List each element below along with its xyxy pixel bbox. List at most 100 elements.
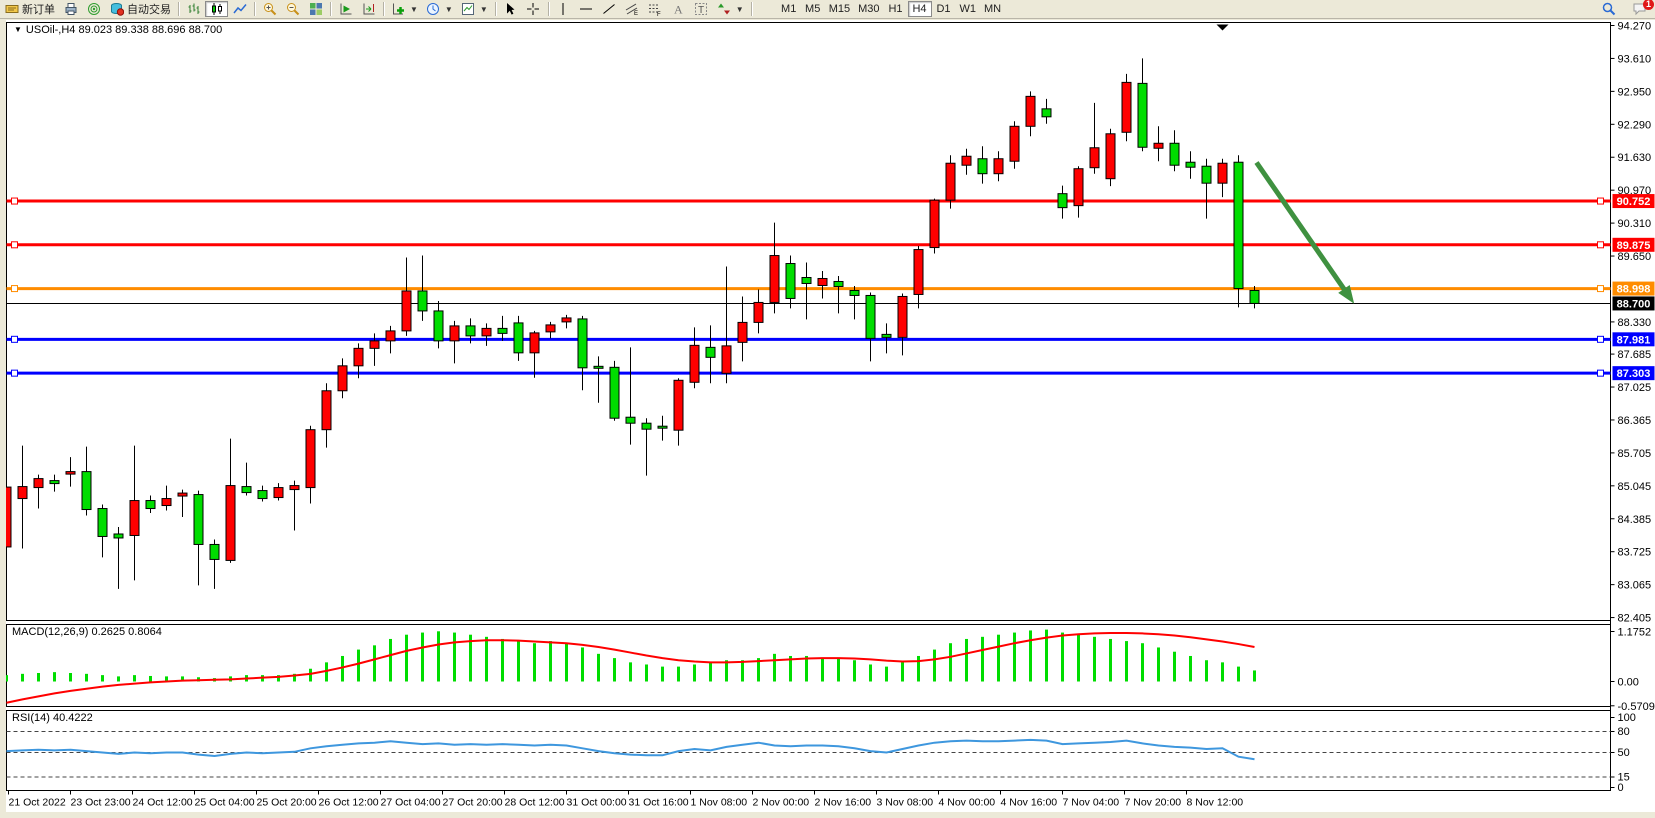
timeframe-button-M5[interactable]: M5 [801, 1, 825, 17]
price-chart[interactable]: 94.27093.61092.95092.29091.63090.97090.3… [6, 20, 1655, 812]
x-axis-label: 4 Nov 00:00 [939, 797, 996, 809]
macd-pane[interactable] [6, 624, 1611, 707]
chart-shift-marker[interactable] [1216, 24, 1229, 31]
candle [273, 483, 284, 501]
y-axis-tick-label: 88.330 [1618, 317, 1652, 329]
candle [6, 485, 12, 549]
x-axis-label: 4 Nov 16:00 [1001, 797, 1058, 809]
timeframe-button-D1[interactable]: D1 [932, 1, 956, 17]
timeframe-button-H4[interactable]: H4 [907, 1, 932, 17]
line-anchor-marker[interactable] [11, 285, 18, 293]
tile-windows-button[interactable] [304, 1, 327, 17]
horizontal-level-line[interactable] [6, 241, 1611, 249]
notifications-button[interactable]: 1 [1628, 0, 1654, 17]
indicators-button[interactable]: ▼ [387, 1, 422, 17]
horizontal-level-line[interactable] [6, 369, 1611, 377]
line-anchor-marker[interactable] [1597, 285, 1604, 293]
candle [913, 246, 924, 309]
x-axis-label: 24 Oct 12:00 [133, 797, 193, 809]
trendline-button[interactable] [598, 1, 621, 17]
chart-shift-button[interactable] [357, 1, 380, 17]
channel-button[interactable]: E [621, 1, 644, 17]
timeframe-button-W1[interactable]: W1 [956, 1, 981, 17]
candlestick-chart-button[interactable] [205, 1, 228, 17]
y-axis-tick-label: 93.610 [1618, 53, 1652, 65]
rsi-pane[interactable] [6, 710, 1611, 791]
candle [433, 300, 444, 349]
candle [705, 325, 716, 384]
candle [881, 323, 892, 354]
timeframe-button-M1[interactable]: M1 [777, 1, 801, 17]
periods-button[interactable]: ▼ [422, 1, 457, 17]
auto-trading-label: 自动交易 [127, 4, 171, 16]
rsi-axis-label: 100 [1618, 712, 1636, 724]
timeframe-button-M30[interactable]: M30 [854, 1, 883, 17]
vertical-line-button[interactable] [552, 1, 575, 17]
label-icon: T [694, 2, 709, 16]
arrows-icon [717, 2, 732, 16]
line-anchor-marker[interactable] [11, 369, 18, 377]
rsi-axis-label: 15 [1618, 772, 1630, 784]
zoom-out-button[interactable] [281, 1, 304, 17]
arrows-button[interactable]: ▼ [713, 1, 748, 17]
bar-chart-icon [186, 2, 201, 16]
timeframe-button-H1[interactable]: H1 [884, 1, 908, 17]
hline-icon [579, 2, 594, 16]
x-axis-label: 21 Oct 2022 [9, 797, 66, 809]
svg-text:87.981: 87.981 [1617, 334, 1651, 346]
channel-icon: E [625, 2, 640, 16]
candle [1057, 185, 1068, 219]
bar-chart-button[interactable] [182, 1, 205, 17]
auto-scroll-button[interactable] [334, 1, 357, 17]
line-anchor-marker[interactable] [1597, 369, 1604, 377]
candle [625, 347, 636, 445]
projection-arrow[interactable] [1254, 161, 1355, 304]
line-anchor-marker[interactable] [11, 335, 18, 343]
candle [801, 262, 812, 320]
candle [1009, 121, 1020, 169]
horizontal-level-line[interactable] [6, 197, 1611, 205]
search-button[interactable] [1597, 1, 1620, 17]
templates-button[interactable]: ▼ [457, 1, 492, 17]
text-label-button[interactable]: T [690, 1, 713, 17]
horizontal-level-line[interactable] [6, 335, 1611, 343]
line-chart-button[interactable] [228, 1, 251, 17]
candlestick-icon [209, 2, 224, 16]
timeframe-button-M15[interactable]: M15 [825, 1, 854, 17]
cursor-button[interactable] [499, 1, 522, 17]
auto-trading-button[interactable]: 自动交易 [105, 1, 175, 17]
y-axis-tick-label: 87.685 [1618, 349, 1652, 361]
print-button[interactable] [59, 1, 82, 17]
crosshair-button[interactable] [522, 1, 545, 17]
fibonacci-button[interactable]: F [644, 1, 667, 17]
new-order-button[interactable]: 新订单 [0, 1, 59, 17]
candle [641, 418, 652, 476]
main-pane[interactable] [6, 22, 1611, 621]
line-anchor-marker[interactable] [11, 241, 18, 249]
timeframe-button-MN[interactable]: MN [980, 1, 1005, 17]
candle [145, 495, 156, 514]
line-anchor-marker[interactable] [1597, 335, 1604, 343]
text-button[interactable]: A [667, 1, 690, 17]
level-price-label: 89.875 [1612, 237, 1655, 252]
line-anchor-marker[interactable] [11, 197, 18, 205]
candle [257, 485, 268, 502]
candle [1185, 151, 1196, 179]
x-axis-label: 27 Oct 20:00 [443, 797, 503, 809]
candle [977, 146, 988, 184]
candle [177, 489, 188, 518]
signals-button[interactable] [82, 1, 105, 17]
zoom-in-button[interactable] [258, 1, 281, 17]
text-icon: A [671, 2, 686, 17]
x-axis-label: 28 Oct 12:00 [505, 797, 565, 809]
candle [449, 320, 460, 364]
candle [97, 504, 108, 558]
horizontal-line-button[interactable] [575, 1, 598, 17]
candle [529, 330, 540, 378]
x-axis-label: 31 Oct 00:00 [567, 797, 627, 809]
candle [305, 425, 316, 504]
rsi-plot: 100 80 50 150 [6, 712, 1636, 794]
line-anchor-marker[interactable] [1597, 241, 1604, 249]
candle [1217, 158, 1228, 198]
line-anchor-marker[interactable] [1597, 197, 1604, 205]
